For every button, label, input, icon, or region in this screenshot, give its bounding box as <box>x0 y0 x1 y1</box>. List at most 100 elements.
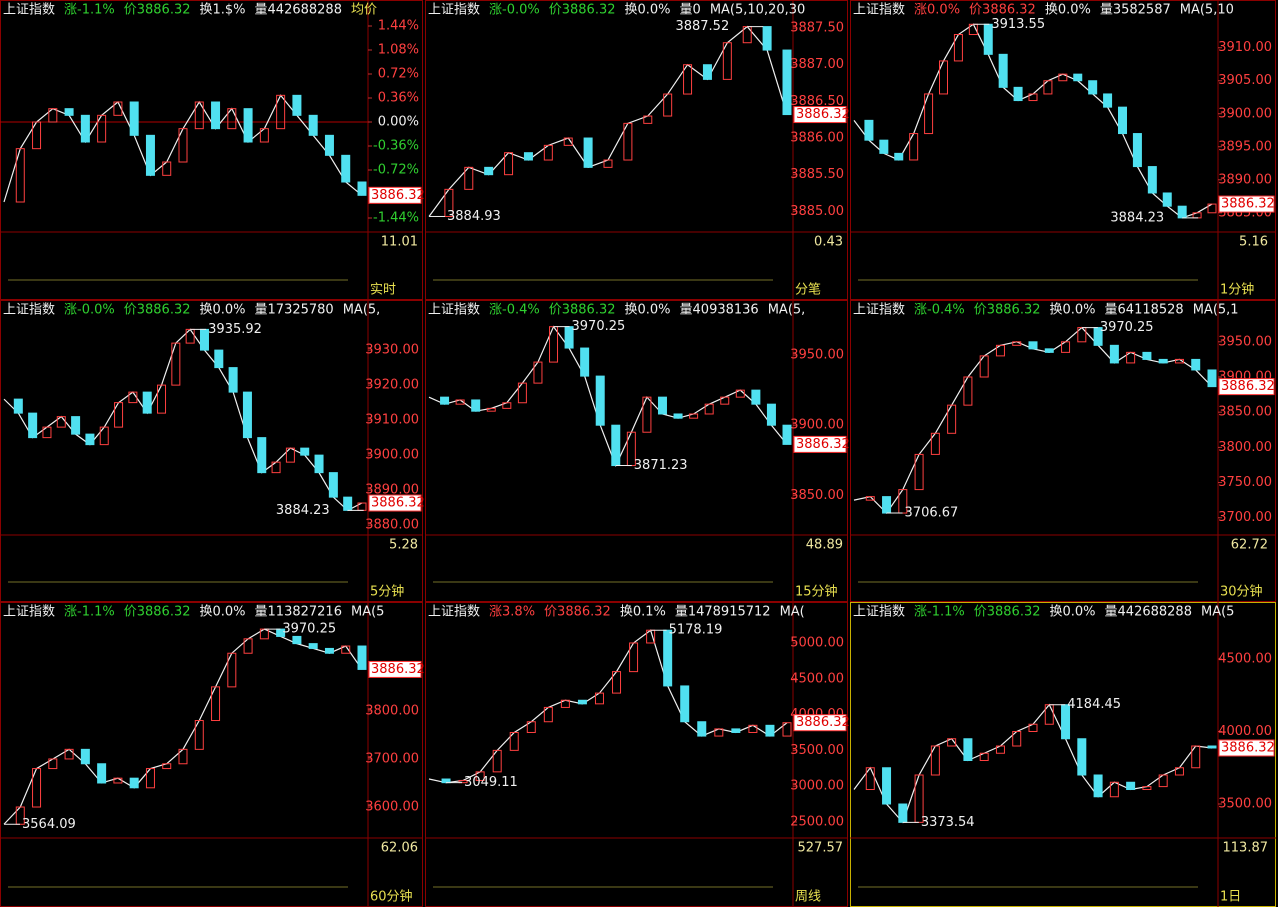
header-item: 涨-0.0% <box>489 3 540 18</box>
y-tick-label: 5000.00 <box>790 635 844 650</box>
candle <box>611 424 621 467</box>
candle <box>720 396 730 405</box>
candle <box>292 635 302 645</box>
candle <box>580 347 590 377</box>
candle <box>178 128 188 163</box>
header-item: 涨-1.1% <box>64 605 115 620</box>
price-tag: 3886.32 <box>1221 379 1275 394</box>
candle <box>947 738 957 747</box>
panel-border <box>425 300 848 602</box>
chart-panel: 上证指数 涨-0.4% 价3886.32 换0.0% 量40938136 MA(5, 395… <box>425 300 850 602</box>
candle <box>1093 327 1103 346</box>
price-line <box>428 325 788 468</box>
candle <box>894 152 904 161</box>
candle <box>603 159 613 168</box>
price-tag: 3886.32 <box>796 715 850 730</box>
header-item: 价3886.32 <box>124 605 191 620</box>
panel-border <box>850 602 1276 907</box>
header-item: 上证指数 <box>3 3 55 18</box>
candle <box>42 426 52 439</box>
candle <box>48 108 58 123</box>
candle <box>444 188 454 217</box>
candle <box>1093 774 1103 798</box>
header-item: MA(5,1 <box>1193 303 1239 318</box>
candle <box>1058 73 1068 82</box>
header-item: 价3886.32 <box>974 605 1041 620</box>
candle <box>242 391 252 439</box>
sub-value: 62.72 <box>1231 538 1268 553</box>
candle <box>243 638 253 654</box>
candle <box>1043 80 1053 95</box>
extreme-label: 3970.25 <box>282 622 336 637</box>
header-item: 换1.$% <box>200 3 246 18</box>
candle <box>882 496 892 514</box>
candle <box>1162 192 1172 207</box>
candle <box>292 94 302 116</box>
extreme-label: 3970.25 <box>572 319 626 334</box>
price-line <box>3 94 363 203</box>
candle <box>259 128 269 143</box>
extreme-label: 4184.45 <box>1067 697 1121 712</box>
candle <box>343 496 353 511</box>
y-tick-label: 3600.00 <box>365 800 419 815</box>
candle <box>178 748 188 765</box>
candle <box>357 645 367 670</box>
candle <box>1191 745 1201 769</box>
candle <box>1126 781 1136 791</box>
y-tick-label: 3900.00 <box>365 448 419 463</box>
price-tag: 3886.32 <box>1221 197 1275 212</box>
candle <box>594 692 604 705</box>
period-label: 30分钟 <box>1220 584 1263 600</box>
candle <box>865 767 875 791</box>
header-item: 价3886.32 <box>549 3 616 18</box>
candle <box>455 399 465 405</box>
y-tick-label: 0.36% <box>378 91 419 106</box>
chart-panel: 上证指数 涨-0.0% 价3886.32 换0.0% 量0 MA(5,10,20,3038… <box>425 0 850 300</box>
header-item: MA(5, <box>768 303 806 318</box>
y-tick-label: 0.00% <box>378 115 419 130</box>
candle <box>502 402 512 409</box>
candle <box>680 685 690 723</box>
candle <box>113 101 123 116</box>
candle <box>963 376 973 406</box>
y-tick-label: 3750.00 <box>1218 475 1272 490</box>
candle <box>704 403 714 415</box>
candle <box>129 101 139 136</box>
candle <box>766 403 776 426</box>
extreme-label: 3564.09 <box>22 817 76 832</box>
y-tick-label: 1.08% <box>378 43 419 58</box>
period-label: 1日 <box>1220 890 1241 905</box>
header-item: MA(5 <box>1201 605 1234 620</box>
y-tick-label: 3700.00 <box>1218 510 1272 525</box>
candle <box>48 758 58 770</box>
candle <box>64 108 74 116</box>
chart-panel: 上证指数 涨-1.1% 价3886.32 换0.0% 量113827216 MA(5 380… <box>0 602 425 907</box>
price-line <box>853 326 1213 514</box>
candle <box>128 391 138 404</box>
header-item: 换0.0% <box>1050 303 1096 318</box>
header-item: 涨3.8% <box>489 605 535 620</box>
candle <box>523 152 533 161</box>
candle <box>751 389 761 405</box>
period-label: 1分钟 <box>1220 282 1254 298</box>
price-tag-box <box>793 714 847 732</box>
candle <box>308 643 318 649</box>
candle <box>56 416 66 428</box>
candle <box>1142 351 1152 360</box>
header-item: 价3886.32 <box>124 3 191 18</box>
header-item: 量40938136 <box>680 303 759 318</box>
y-tick-label: 0.72% <box>378 67 419 82</box>
candle <box>1207 745 1217 749</box>
candle <box>271 461 281 474</box>
candle <box>324 134 334 156</box>
candle <box>145 134 155 176</box>
y-tick-label: 3950.00 <box>1218 334 1272 349</box>
panel-border <box>850 0 1276 300</box>
header-item: 上证指数 <box>3 303 55 318</box>
candle <box>995 745 1005 754</box>
candle <box>492 749 502 773</box>
candle <box>285 447 295 463</box>
candle <box>1109 781 1119 798</box>
candle <box>1158 358 1168 364</box>
